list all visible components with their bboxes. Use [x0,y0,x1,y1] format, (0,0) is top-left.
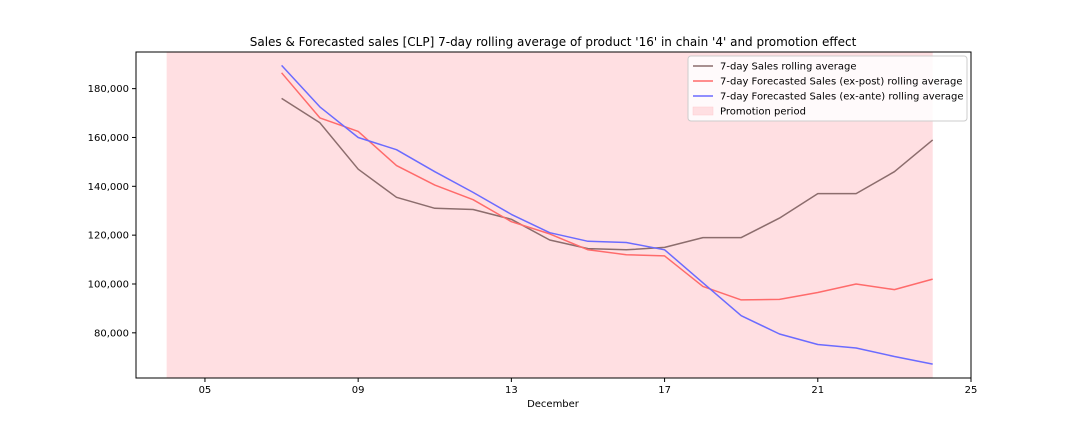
x-tick-label: 09 [352,385,365,396]
legend-label-3: 7-day Forecasted Sales (ex-ante) rolling… [720,92,964,103]
y-tick-label: 140,000 [88,182,129,193]
legend-label-2: 7-day Forecasted Sales (ex-post) rolling… [720,77,963,88]
legend-swatch-promotion [692,106,714,116]
x-axis: 05 09 13 17 21 25 [199,378,978,396]
x-tick-label: 21 [811,385,824,396]
x-tick-label: 17 [658,385,671,396]
x-tick-label: 25 [965,385,978,396]
chart-title: Sales & Forecasted sales [CLP] 7-day rol… [250,35,857,49]
y-tick-label: 180,000 [88,84,129,95]
series-line-3 [281,64,933,365]
x-tick-label: 13 [505,385,518,396]
series-line-2 [281,72,933,301]
x-tick-label: 05 [199,385,212,396]
plot-frame [135,51,972,379]
legend-label-1: 7-day Sales rolling average [720,62,856,73]
y-tick-label: 120,000 [88,231,129,242]
legend: 7-day Sales rolling average 7-day Forecas… [687,55,968,122]
series-line-1 [281,97,934,251]
y-tick-label: 160,000 [88,133,129,144]
y-tick-label: 100,000 [88,279,129,290]
legend-label-promotion: Promotion period [720,107,806,118]
series-layer [281,64,934,365]
y-axis: 80,000 100,000 120,000 140,000 160,000 180,00… [88,84,136,339]
y-tick-label: 80,000 [94,328,129,339]
x-axis-label: December [527,399,580,410]
legend-box [687,55,968,122]
